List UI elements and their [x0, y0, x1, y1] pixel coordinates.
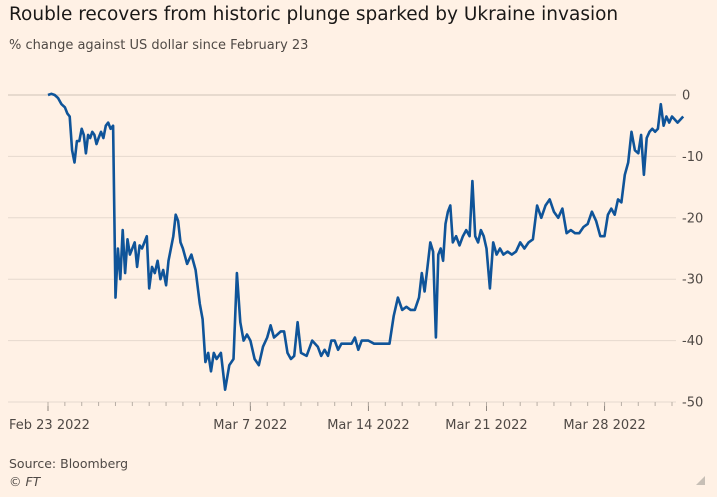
x-tick-label: Mar 28 2022: [563, 418, 645, 433]
y-tick-label: 0: [682, 89, 690, 104]
y-axis-tick-labels: 0 -10 -20 -30 -40 -50: [682, 89, 703, 411]
x-tick-label: Mar 14 2022: [327, 418, 409, 433]
gridlines: [8, 94, 676, 403]
y-tick-label: -30: [682, 273, 703, 288]
x-tick-label: Feb 23 2022: [9, 418, 90, 433]
chart-title: Rouble recovers from historic plunge spa…: [9, 4, 619, 25]
resize-handle-icon: [696, 476, 705, 485]
source-note: Source: Bloomberg: [9, 456, 129, 471]
y-tick-label: -40: [682, 334, 703, 349]
x-tick-label: Mar 7 2022: [213, 418, 287, 433]
x-tick-label: Mar 21 2022: [445, 418, 527, 433]
x-axis-ticks: Feb 23 2022 Mar 7 2022 Mar 14 2022 Mar 21 2…: [9, 402, 673, 433]
rouble-series-line: [47, 92, 685, 391]
chart-subtitle: % change against US dollar since Februar…: [9, 38, 309, 53]
ft-credit: © FT: [9, 474, 41, 489]
y-tick-label: -50: [682, 396, 703, 411]
series-group: [47, 92, 685, 391]
y-tick-label: -10: [682, 150, 703, 165]
y-tick-label: -20: [682, 211, 703, 226]
